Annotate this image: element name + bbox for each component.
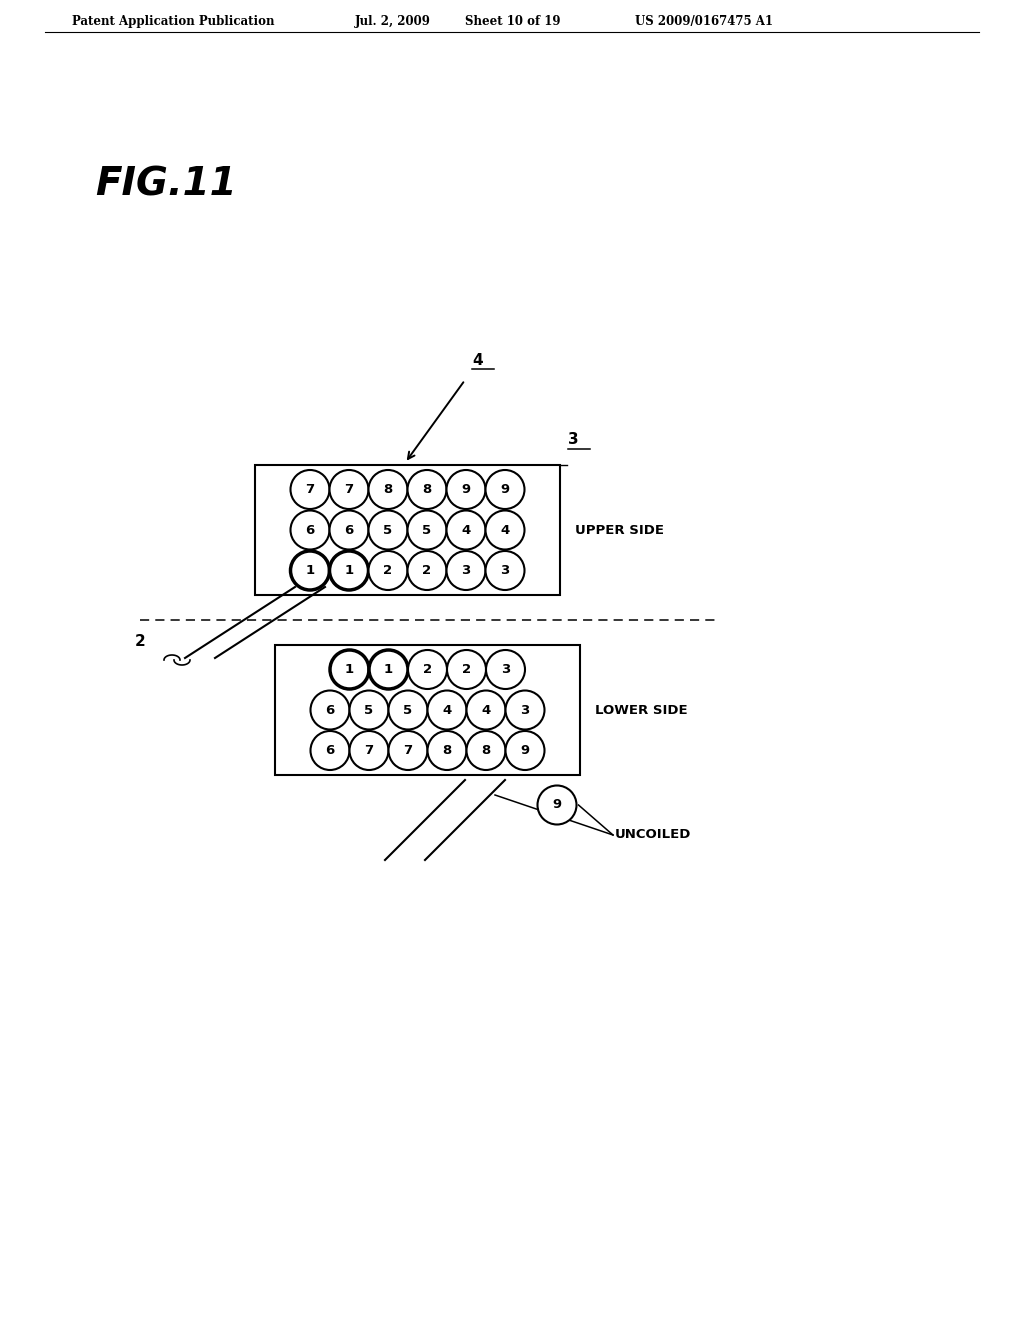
Text: 3: 3	[462, 564, 471, 577]
Text: 7: 7	[403, 744, 413, 756]
Text: 8: 8	[481, 744, 490, 756]
Circle shape	[330, 649, 369, 689]
Text: 6: 6	[326, 704, 335, 717]
Text: Jul. 2, 2009: Jul. 2, 2009	[355, 15, 431, 28]
Text: 9: 9	[552, 799, 561, 812]
Circle shape	[408, 470, 446, 510]
Text: 5: 5	[365, 704, 374, 717]
Circle shape	[369, 511, 408, 549]
Text: 8: 8	[422, 483, 432, 496]
Text: 2: 2	[462, 663, 471, 676]
Text: 2: 2	[134, 635, 145, 649]
Circle shape	[291, 550, 330, 590]
Circle shape	[330, 470, 369, 510]
Text: 1: 1	[305, 564, 314, 577]
Text: US 2009/0167475 A1: US 2009/0167475 A1	[635, 15, 773, 28]
Text: 1: 1	[344, 564, 353, 577]
Circle shape	[369, 470, 408, 510]
Text: 2: 2	[423, 663, 432, 676]
Text: 7: 7	[365, 744, 374, 756]
Circle shape	[349, 731, 388, 770]
Text: 2: 2	[423, 564, 431, 577]
Text: 1: 1	[384, 663, 393, 676]
Circle shape	[506, 690, 545, 730]
Text: 6: 6	[326, 744, 335, 756]
Circle shape	[485, 470, 524, 510]
Text: 5: 5	[423, 524, 431, 536]
Text: 3: 3	[520, 704, 529, 717]
Circle shape	[369, 550, 408, 590]
Text: UNCOILED: UNCOILED	[615, 829, 691, 842]
Circle shape	[388, 690, 427, 730]
Circle shape	[291, 470, 330, 510]
Text: 9: 9	[501, 483, 510, 496]
Circle shape	[467, 731, 506, 770]
Circle shape	[486, 649, 525, 689]
Text: 6: 6	[305, 524, 314, 536]
Circle shape	[330, 550, 369, 590]
Circle shape	[330, 511, 369, 549]
Text: 1: 1	[345, 663, 354, 676]
Text: 4: 4	[472, 352, 482, 368]
Text: Sheet 10 of 19: Sheet 10 of 19	[465, 15, 560, 28]
Circle shape	[485, 550, 524, 590]
Circle shape	[408, 649, 447, 689]
Text: LOWER SIDE: LOWER SIDE	[595, 704, 688, 717]
Circle shape	[427, 690, 467, 730]
Text: FIG.11: FIG.11	[95, 165, 237, 203]
Text: 5: 5	[403, 704, 413, 717]
Circle shape	[447, 649, 486, 689]
Circle shape	[408, 511, 446, 549]
Circle shape	[291, 511, 330, 549]
Text: 7: 7	[344, 483, 353, 496]
Text: 8: 8	[442, 744, 452, 756]
Circle shape	[310, 731, 349, 770]
Text: 9: 9	[520, 744, 529, 756]
Circle shape	[310, 690, 349, 730]
Text: 4: 4	[481, 704, 490, 717]
Text: 6: 6	[344, 524, 353, 536]
Bar	[275, 645, 580, 775]
Bar	[255, 465, 560, 595]
Circle shape	[349, 690, 388, 730]
Circle shape	[485, 511, 524, 549]
Text: 7: 7	[305, 483, 314, 496]
Text: Patent Application Publication: Patent Application Publication	[72, 15, 274, 28]
Circle shape	[427, 731, 467, 770]
Circle shape	[408, 550, 446, 590]
Text: 8: 8	[383, 483, 392, 496]
Text: 3: 3	[501, 663, 510, 676]
Text: 4: 4	[501, 524, 510, 536]
Circle shape	[446, 550, 485, 590]
Circle shape	[446, 470, 485, 510]
Circle shape	[369, 649, 408, 689]
Text: 5: 5	[383, 524, 392, 536]
Circle shape	[388, 731, 427, 770]
Circle shape	[467, 690, 506, 730]
Text: 2: 2	[383, 564, 392, 577]
Circle shape	[446, 511, 485, 549]
Text: 4: 4	[442, 704, 452, 717]
Text: 3: 3	[501, 564, 510, 577]
Text: UPPER SIDE: UPPER SIDE	[575, 524, 664, 536]
Circle shape	[506, 731, 545, 770]
Circle shape	[538, 785, 577, 825]
Text: 9: 9	[462, 483, 471, 496]
Text: 4: 4	[462, 524, 471, 536]
Text: 3: 3	[568, 432, 579, 447]
